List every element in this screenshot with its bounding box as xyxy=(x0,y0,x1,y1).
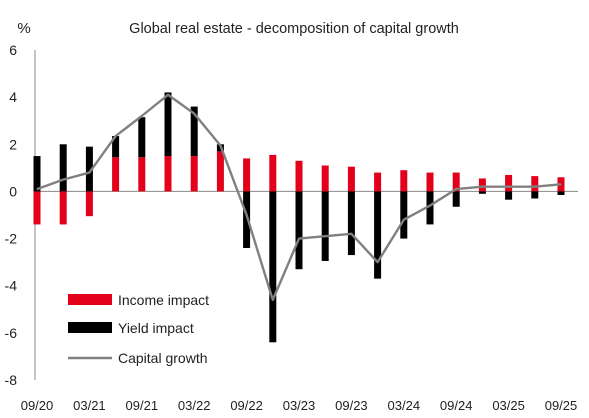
yield-impact-bar xyxy=(426,191,434,225)
yield-impact-bar xyxy=(269,191,277,343)
capital-growth-point xyxy=(36,188,38,190)
capital-growth-point xyxy=(246,214,248,216)
x-tick-label: 09/20 xyxy=(21,398,54,413)
income-impact-bar xyxy=(33,191,41,225)
capital-growth-point xyxy=(193,113,195,115)
yield-impact-bar xyxy=(452,191,460,207)
capital-growth-point xyxy=(219,144,221,147)
capital-growth-point xyxy=(298,237,300,240)
x-tick-label: 09/22 xyxy=(230,398,263,413)
capital-growth-point xyxy=(141,115,143,117)
capital-growth-point xyxy=(115,135,117,137)
legend-yield-swatch xyxy=(68,322,112,333)
yield-impact-bar xyxy=(531,191,539,199)
capital-growth-point xyxy=(455,188,457,190)
capital-growth-point xyxy=(560,183,562,185)
capital-growth-point xyxy=(429,204,431,207)
yield-impact-bar xyxy=(164,92,172,157)
y-tick-label: 4 xyxy=(9,89,17,105)
yield-impact-bar xyxy=(400,191,408,239)
yield-impact-bar xyxy=(478,191,486,194)
income-impact-bar xyxy=(164,156,172,192)
y-tick-label: -4 xyxy=(5,278,18,294)
x-tick-label: 03/23 xyxy=(283,398,316,413)
income-impact-bar xyxy=(426,172,434,192)
income-impact-bar xyxy=(478,178,486,192)
income-impact-bar xyxy=(374,172,382,192)
yield-impact-bar xyxy=(347,191,355,256)
capital-growth-point xyxy=(481,186,483,188)
income-impact-bar xyxy=(531,176,539,192)
income-impact-bar xyxy=(138,157,146,192)
capital-growth-point xyxy=(534,186,536,188)
yield-impact-bar xyxy=(112,136,120,158)
yield-impact-bar xyxy=(321,191,329,261)
income-impact-bar xyxy=(452,172,460,192)
capital-growth-point xyxy=(508,186,510,188)
legend-label: Income impact xyxy=(118,292,209,308)
chart-title: Global real estate - decomposition of ca… xyxy=(129,21,459,37)
y-tick-label: -6 xyxy=(5,325,18,341)
income-impact-bar xyxy=(321,165,329,192)
income-impact-bar xyxy=(85,191,93,217)
line-series-group xyxy=(36,93,562,302)
capital-growth-point xyxy=(324,235,326,237)
yield-impact-bar xyxy=(190,106,198,157)
income-impact-bar xyxy=(269,154,277,192)
capital-growth-point xyxy=(403,219,405,221)
income-impact-bar xyxy=(216,151,224,192)
x-tick-label: 09/23 xyxy=(335,398,368,413)
legend: Income impact Yield impact Capital growth xyxy=(68,292,209,366)
income-impact-bar xyxy=(505,174,513,192)
capital-growth-point xyxy=(350,233,352,235)
yield-impact-bar xyxy=(59,144,67,192)
yield-impact-bar xyxy=(85,146,93,192)
x-tick-label: 03/24 xyxy=(388,398,421,413)
x-tick-label: 09/25 xyxy=(545,398,578,413)
yield-impact-bar xyxy=(138,117,146,158)
y-axis-ticks: 6 4 2 0 -2 -4 -6 -8 xyxy=(5,42,18,388)
y-tick-label: -2 xyxy=(5,231,18,247)
income-impact-bar xyxy=(190,156,198,192)
yield-impact-bar xyxy=(505,191,513,200)
yield-impact-bar xyxy=(374,191,382,279)
legend-income-swatch xyxy=(68,294,112,305)
x-tick-label: 03/22 xyxy=(178,398,211,413)
income-impact-bar xyxy=(243,158,251,192)
y-tick-label: 6 xyxy=(9,42,17,58)
x-tick-label: 09/21 xyxy=(126,398,159,413)
capital-growth-point xyxy=(167,94,169,96)
y-tick-label: -8 xyxy=(5,372,18,388)
capital-growth-point xyxy=(272,299,274,301)
x-tick-label: 03/21 xyxy=(73,398,106,413)
y-tick-label: 2 xyxy=(9,136,17,152)
x-tick-label: 03/25 xyxy=(492,398,525,413)
capital-growth-point xyxy=(377,261,379,263)
yield-impact-bar xyxy=(295,191,303,270)
income-impact-bar xyxy=(347,166,355,192)
bar-series-group xyxy=(33,92,565,343)
y-tick-label: 0 xyxy=(9,183,17,199)
income-impact-bar xyxy=(59,191,67,225)
y-axis-unit-label: % xyxy=(17,20,30,37)
x-tick-label: 09/24 xyxy=(440,398,473,413)
x-axis-tick-labels: 09/20 03/21 09/21 03/22 09/22 03/23 09/23 03/24… xyxy=(21,398,578,413)
income-impact-bar xyxy=(295,160,303,192)
yield-impact-bar xyxy=(33,156,41,192)
legend-label: Yield impact xyxy=(118,320,194,336)
yield-impact-bar xyxy=(557,191,565,195)
capital-growth-point xyxy=(62,179,64,181)
legend-label: Capital growth xyxy=(118,350,208,366)
yield-impact-bar xyxy=(243,191,251,248)
income-impact-bar xyxy=(112,157,120,192)
capital-growth-point xyxy=(88,171,90,174)
income-impact-bar xyxy=(400,170,408,192)
